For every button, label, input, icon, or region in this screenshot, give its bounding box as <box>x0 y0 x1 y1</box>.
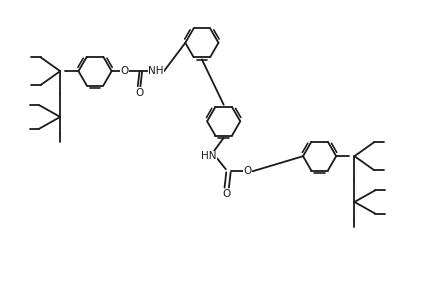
Text: O: O <box>136 88 144 98</box>
Text: NH: NH <box>148 66 164 76</box>
Text: O: O <box>244 166 252 176</box>
Text: O: O <box>222 189 231 199</box>
Text: O: O <box>120 66 129 76</box>
Text: HN: HN <box>201 151 216 161</box>
